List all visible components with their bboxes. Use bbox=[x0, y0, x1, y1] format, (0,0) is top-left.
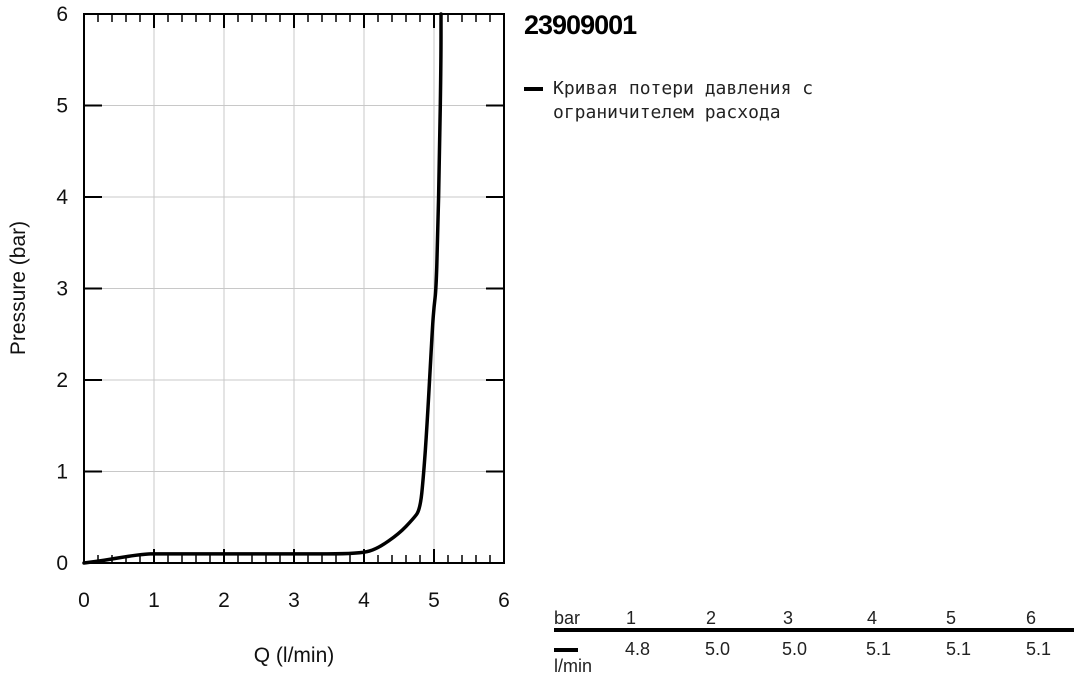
x-tick-label: 1 bbox=[148, 589, 160, 612]
y-tick-label: 3 bbox=[56, 278, 68, 301]
y-tick-label: 4 bbox=[56, 186, 68, 209]
x-axis-label: Q (l/min) bbox=[254, 644, 335, 667]
y-tick-labels: 0 1 2 3 4 5 6 bbox=[56, 3, 68, 575]
series-line bbox=[82, 12, 443, 565]
table-bar-value: 6 bbox=[1026, 608, 1037, 628]
table-bar-value: 4 bbox=[867, 608, 878, 628]
grid-lines bbox=[84, 14, 504, 563]
x-tick-labels: 0 1 2 3 4 5 6 bbox=[78, 589, 510, 612]
x-tick-label: 2 bbox=[218, 589, 230, 612]
y-tick-label: 5 bbox=[56, 95, 68, 118]
table-flow-value: 4.8 bbox=[625, 639, 651, 659]
legend-swatch bbox=[524, 87, 543, 91]
major-ticks bbox=[84, 14, 504, 563]
table-flow-value: 5.0 bbox=[705, 639, 731, 659]
x-tick-label: 4 bbox=[358, 589, 370, 612]
product-id: 23909001 bbox=[524, 10, 637, 40]
table-divider bbox=[554, 628, 1074, 632]
y-tick-label: 6 bbox=[56, 3, 68, 26]
y-tick-label: 0 bbox=[56, 552, 68, 575]
table-bar-value: 2 bbox=[706, 608, 717, 628]
series-layer bbox=[82, 12, 443, 565]
table-flow-value: 5.1 bbox=[946, 639, 972, 659]
table-bar-value: 1 bbox=[626, 608, 637, 628]
legend-label: Кривая потери давления с ограничителем р… bbox=[553, 78, 814, 123]
y-tick-label: 1 bbox=[56, 461, 68, 484]
table-row-label-bar: bar bbox=[554, 608, 581, 628]
table-flow-value: 5.1 bbox=[866, 639, 892, 659]
table-bar-value: 5 bbox=[946, 608, 957, 628]
x-tick-label: 5 bbox=[428, 589, 440, 612]
pressure-flow-chart: 0 1 2 3 4 5 6 0 1 2 3 4 5 6 Q (l/min) Pressure (bar) bbox=[7, 3, 510, 667]
x-tick-label: 3 bbox=[288, 589, 300, 612]
table-series-swatch bbox=[554, 648, 578, 652]
table-bar-value: 3 bbox=[783, 608, 794, 628]
x-tick-label: 6 bbox=[498, 589, 510, 612]
table-flow-value: 5.0 bbox=[782, 639, 808, 659]
legend: Кривая потери давления с ограничителем р… bbox=[524, 77, 883, 125]
x-tick-label: 0 bbox=[78, 589, 90, 612]
y-tick-label: 2 bbox=[56, 369, 68, 392]
table-flow-value: 5.1 bbox=[1026, 639, 1052, 659]
y-axis-label: Pressure (bar) bbox=[7, 221, 30, 355]
pressure-flow-table: bar 1 2 3 4 5 6 l/min 4.8 5.0 5.0 5.1 5.… bbox=[554, 606, 1074, 684]
table-row-label-flow: l/min bbox=[554, 656, 593, 676]
